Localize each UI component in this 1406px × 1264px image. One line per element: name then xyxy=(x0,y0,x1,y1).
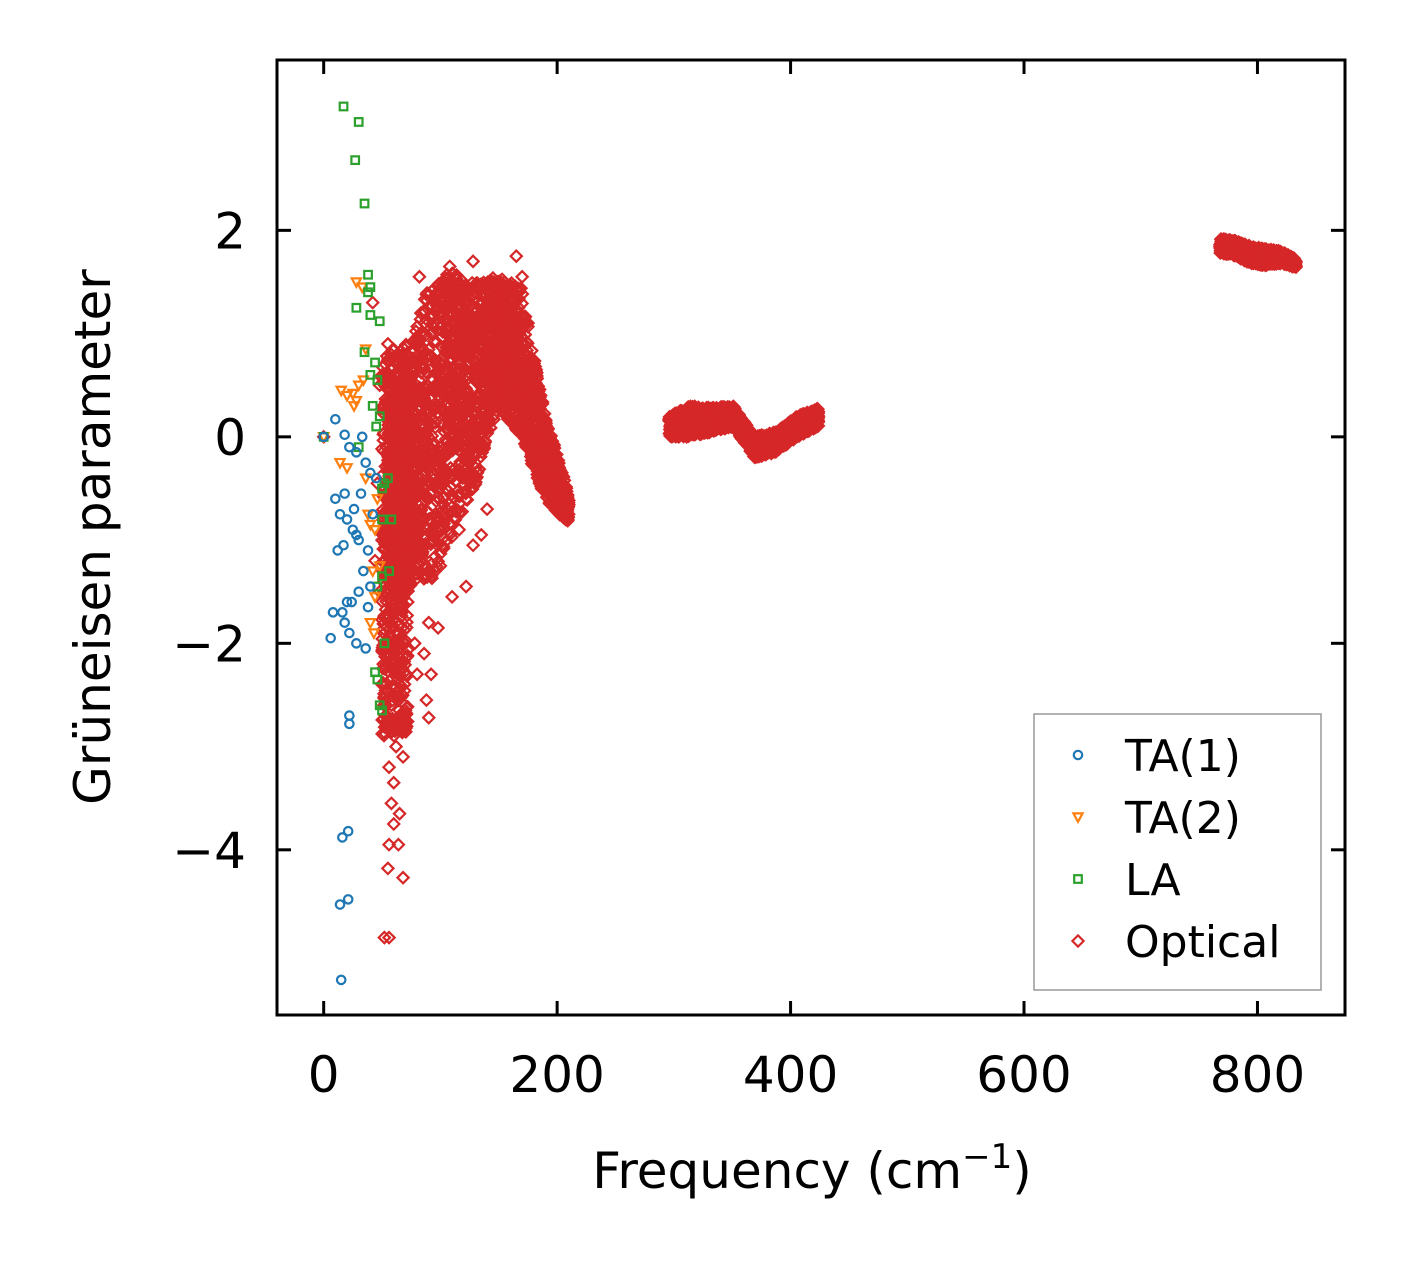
optical-mode-point xyxy=(375,640,390,655)
optical-mode-point xyxy=(381,463,396,478)
optical-mode-point xyxy=(381,420,397,436)
optical-mode-point xyxy=(400,399,415,414)
optical-mode-point xyxy=(385,359,400,375)
optical-mode-point xyxy=(418,327,434,342)
optical-mode-point xyxy=(399,608,415,623)
optical-mode-point xyxy=(391,625,406,640)
optical-mode-point xyxy=(477,435,493,450)
scatter-marks xyxy=(316,101,1304,986)
optical-mode-point xyxy=(398,721,413,736)
optical-mode-point xyxy=(387,560,403,575)
optical-mode-point xyxy=(384,549,399,565)
series-cloud xyxy=(374,231,1304,743)
optical-mode-point xyxy=(374,441,390,457)
optical-mode-point xyxy=(389,634,405,649)
optical-mode-point xyxy=(387,440,402,455)
optical-mode-point xyxy=(400,649,415,664)
optical-mode-point xyxy=(398,633,413,648)
optical-mode-point xyxy=(382,458,398,473)
optical-mode-point xyxy=(386,608,401,623)
optical-mode-point xyxy=(385,411,400,426)
optical-mode-point xyxy=(390,659,405,674)
optical-mode-point xyxy=(431,554,446,569)
optical-mode-point xyxy=(399,666,414,681)
optical-mode-point xyxy=(429,559,444,574)
optical-mode-point xyxy=(408,566,423,582)
optical-mode-point xyxy=(384,397,399,413)
optical-mode-point xyxy=(403,426,419,441)
optical-mode-point xyxy=(399,713,414,729)
optical-mode-point xyxy=(391,618,406,634)
optical-mode-point xyxy=(397,450,412,465)
optical-mode-point xyxy=(394,574,409,589)
optical-mode-point xyxy=(387,538,402,553)
optical-mode-point xyxy=(381,513,396,528)
optical-mode-point xyxy=(397,677,412,692)
optical-mode-point xyxy=(382,583,398,599)
optical-mode-point xyxy=(376,656,391,672)
